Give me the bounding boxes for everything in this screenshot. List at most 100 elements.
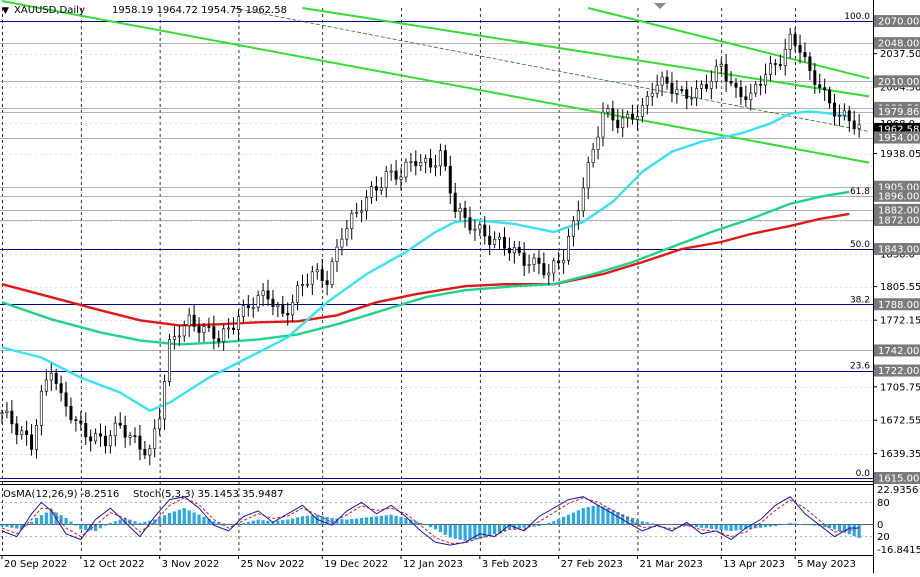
- candle[interactable]: [739, 79, 743, 105]
- candle[interactable]: [286, 302, 290, 326]
- candle[interactable]: [640, 98, 644, 123]
- candle[interactable]: [335, 239, 339, 273]
- candle[interactable]: [419, 153, 423, 172]
- candle[interactable]: [690, 86, 694, 106]
- candle[interactable]: [433, 155, 437, 177]
- candle[interactable]: [448, 155, 452, 205]
- candle[interactable]: [571, 215, 575, 247]
- candle[interactable]: [0, 409, 4, 424]
- candle[interactable]: [754, 80, 758, 97]
- shift-marker-icon[interactable]: [654, 3, 666, 9]
- candle[interactable]: [842, 103, 846, 121]
- candle[interactable]: [621, 109, 625, 138]
- candle[interactable]: [374, 176, 378, 202]
- candle[interactable]: [355, 202, 359, 218]
- candle[interactable]: [384, 166, 388, 198]
- candle[interactable]: [212, 315, 216, 350]
- candle[interactable]: [429, 148, 433, 173]
- candle[interactable]: [478, 221, 482, 237]
- candle[interactable]: [69, 397, 73, 424]
- candle[interactable]: [128, 431, 132, 446]
- candle[interactable]: [783, 38, 787, 76]
- candle[interactable]: [626, 110, 630, 128]
- candle[interactable]: [25, 420, 29, 446]
- candle[interactable]: [502, 227, 506, 256]
- candle[interactable]: [172, 326, 176, 350]
- candle[interactable]: [576, 200, 580, 230]
- candle[interactable]: [813, 62, 817, 94]
- candle[interactable]: [108, 430, 112, 454]
- candle[interactable]: [30, 424, 34, 456]
- candle[interactable]: [84, 412, 88, 445]
- candle[interactable]: [138, 424, 142, 461]
- candle[interactable]: [749, 83, 753, 111]
- candle[interactable]: [468, 206, 472, 235]
- candle[interactable]: [581, 177, 585, 218]
- candle[interactable]: [606, 104, 610, 118]
- candle[interactable]: [5, 402, 9, 419]
- candle[interactable]: [232, 317, 236, 335]
- candle[interactable]: [704, 74, 708, 92]
- candle[interactable]: [567, 228, 571, 265]
- candle[interactable]: [404, 158, 408, 183]
- candle[interactable]: [837, 104, 841, 126]
- candle[interactable]: [291, 294, 295, 323]
- candle[interactable]: [379, 177, 383, 195]
- candle[interactable]: [340, 228, 344, 256]
- candle[interactable]: [350, 209, 354, 240]
- candle[interactable]: [330, 257, 334, 289]
- candle[interactable]: [818, 73, 822, 94]
- candle[interactable]: [44, 369, 48, 396]
- candle[interactable]: [695, 80, 699, 107]
- candle[interactable]: [768, 55, 772, 82]
- candle[interactable]: [675, 80, 679, 104]
- candle[interactable]: [34, 419, 38, 459]
- candle[interactable]: [847, 105, 851, 132]
- candle[interactable]: [59, 375, 63, 402]
- candle[interactable]: [714, 59, 718, 89]
- candle[interactable]: [281, 295, 285, 318]
- candle[interactable]: [360, 199, 364, 223]
- candle[interactable]: [808, 52, 812, 81]
- candle[interactable]: [601, 102, 605, 147]
- candle[interactable]: [256, 290, 260, 312]
- candle[interactable]: [276, 301, 280, 318]
- candle[interactable]: [345, 220, 349, 247]
- candle[interactable]: [261, 283, 265, 307]
- candle[interactable]: [74, 416, 78, 432]
- candle[interactable]: [793, 28, 797, 52]
- candle[interactable]: [10, 400, 14, 434]
- candle[interactable]: [734, 77, 738, 98]
- candle[interactable]: [20, 426, 24, 440]
- candle[interactable]: [759, 75, 763, 96]
- candle[interactable]: [852, 110, 856, 135]
- candle[interactable]: [498, 232, 502, 251]
- candle[interactable]: [635, 105, 639, 131]
- candle[interactable]: [562, 249, 566, 274]
- candle[interactable]: [296, 280, 300, 311]
- candle[interactable]: [744, 85, 748, 107]
- candle[interactable]: [236, 310, 240, 341]
- candle[interactable]: [177, 325, 181, 346]
- candle[interactable]: [133, 427, 137, 444]
- candle[interactable]: [49, 363, 53, 391]
- candle[interactable]: [143, 441, 147, 460]
- candle[interactable]: [394, 160, 398, 186]
- candle[interactable]: [64, 381, 68, 417]
- candle[interactable]: [773, 59, 777, 76]
- candle[interactable]: [552, 257, 556, 282]
- candle[interactable]: [680, 85, 684, 94]
- candle[interactable]: [764, 63, 768, 94]
- channel-line[interactable]: [302, 7, 870, 98]
- candle[interactable]: [305, 273, 309, 288]
- candle[interactable]: [389, 164, 393, 181]
- candle[interactable]: [167, 333, 171, 387]
- candle[interactable]: [547, 264, 551, 286]
- candle[interactable]: [700, 80, 704, 99]
- candle[interactable]: [241, 299, 245, 323]
- candle[interactable]: [507, 237, 511, 261]
- candle[interactable]: [414, 150, 418, 176]
- candle[interactable]: [458, 203, 462, 221]
- candle[interactable]: [246, 295, 250, 317]
- candle[interactable]: [557, 251, 561, 270]
